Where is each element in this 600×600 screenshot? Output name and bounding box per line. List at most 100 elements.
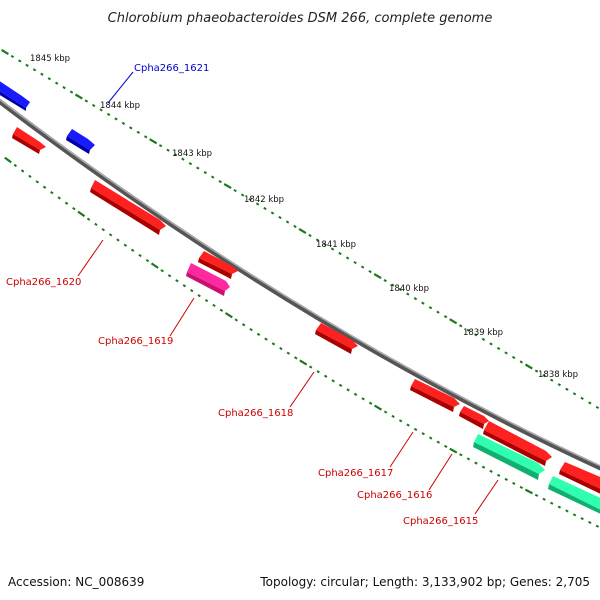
tick-mark — [130, 248, 135, 252]
tick-mark — [436, 440, 440, 444]
tick-mark — [298, 227, 307, 235]
gene-block-red-right-1[interactable] — [483, 421, 552, 466]
tick-mark — [595, 524, 600, 528]
tick-mark — [255, 202, 260, 206]
tick-mark — [175, 279, 179, 283]
gene-block-cpha266-1615-a[interactable] — [473, 434, 545, 480]
tick-mark — [20, 169, 25, 173]
gene-block-left-red[interactable] — [12, 127, 46, 154]
map-title: Chlorobium phaeobacteroides DSM 266, com… — [108, 11, 493, 26]
gene-block-forward-1[interactable] — [0, 78, 30, 111]
tick-mark — [459, 453, 463, 457]
tick-mark — [504, 477, 508, 481]
tick-mark — [212, 303, 216, 308]
gene-label-cpha266-1615[interactable]: Cpha266_1615 — [403, 516, 478, 527]
accession-text: Accession: NC_008639 — [8, 575, 144, 589]
gene-label-cpha266-1619[interactable]: Cpha266_1619 — [98, 336, 173, 347]
gene-block-red-upper-1619[interactable] — [198, 251, 238, 279]
tick-mark — [413, 427, 418, 431]
tick-mark — [28, 174, 32, 179]
tick-mark — [143, 135, 148, 139]
tick-mark — [373, 273, 382, 280]
tick-mark — [203, 171, 208, 175]
tick-mark — [197, 293, 201, 298]
tick-mark — [534, 493, 539, 497]
tick-mark — [263, 206, 267, 211]
tick-mark — [428, 436, 433, 440]
tick-mark — [299, 359, 308, 366]
kbp-label-1845: 1845 kbp — [30, 54, 70, 64]
gene-block-cpha266-1616[interactable] — [459, 406, 489, 429]
tick-mark — [406, 292, 410, 296]
tick-mark — [99, 108, 103, 112]
tick-mark — [406, 423, 410, 427]
tick-mark — [361, 397, 365, 401]
tick-mark — [91, 103, 96, 108]
tick-mark — [443, 315, 448, 319]
tick-mark — [421, 301, 425, 305]
tick-mark — [32, 68, 37, 72]
tick-mark — [524, 363, 533, 370]
gene-block-cpha266-1618[interactable] — [315, 323, 358, 354]
tick-mark — [308, 365, 313, 369]
tick-mark — [182, 284, 187, 288]
genome-summary-text: Topology: circular; Length: 3,133,902 bp… — [259, 575, 590, 589]
tick-mark — [136, 130, 141, 134]
tick-mark — [4, 156, 12, 164]
gene-block-red-right-2[interactable] — [559, 462, 600, 496]
gene-block-cpha266-1615-b[interactable] — [548, 476, 600, 516]
tick-mark — [160, 269, 164, 273]
tick-mark — [308, 233, 312, 238]
tick-mark — [293, 224, 297, 229]
tick-mark — [54, 81, 59, 85]
tick-mark — [449, 447, 458, 454]
tick-mark — [256, 332, 261, 336]
tick-mark — [466, 457, 471, 461]
tick-mark — [542, 497, 546, 501]
gene-label-cpha266-1616[interactable]: Cpha266_1616 — [357, 490, 432, 501]
tick-mark — [249, 327, 253, 332]
inner-tick-track — [4, 156, 600, 528]
gene-block-cpha266-1620[interactable] — [90, 180, 166, 235]
tick-mark — [421, 432, 425, 436]
tick-mark — [74, 93, 83, 100]
tick-mark — [444, 444, 448, 448]
tick-mark — [383, 279, 387, 283]
tick-mark — [323, 374, 328, 378]
gene-label-cpha266-1618[interactable]: Cpha266_1618 — [218, 408, 293, 419]
tick-mark — [436, 310, 440, 314]
tick-mark — [542, 374, 546, 378]
tick-mark — [338, 383, 343, 387]
gene-block-cpha266-1617[interactable] — [410, 379, 460, 412]
tick-mark — [224, 312, 233, 319]
gene-label-cpha266-1620[interactable]: Cpha266_1620 — [6, 277, 81, 288]
tick-mark — [248, 197, 252, 202]
tick-mark — [150, 262, 159, 269]
tick-mark — [524, 488, 534, 495]
tick-mark — [383, 410, 388, 414]
tick-mark — [270, 211, 275, 215]
tick-mark — [173, 153, 178, 157]
tick-mark — [241, 323, 246, 327]
tick-mark — [474, 461, 478, 465]
tick-mark — [286, 351, 291, 355]
tick-mark — [338, 251, 342, 256]
gene-label-cpha266-1621[interactable]: Cpha266_1621 — [134, 63, 209, 74]
tick-mark — [534, 369, 539, 373]
tick-mark — [145, 258, 150, 263]
gene-block-cpha266-1621[interactable] — [66, 129, 95, 154]
tick-mark — [77, 210, 86, 218]
tick-mark — [240, 193, 245, 197]
tick-mark — [511, 355, 516, 360]
kbp-label-1841: 1841 kbp — [316, 240, 356, 250]
gene-label-cpha266-1617[interactable]: Cpha266_1617 — [318, 468, 393, 479]
kbp-label-1844: 1844 kbp — [100, 101, 140, 111]
kbp-label-1843: 1843 kbp — [172, 149, 212, 159]
kbp-label-1840: 1840 kbp — [389, 284, 429, 294]
tick-mark — [181, 157, 185, 161]
kbp-label-1838: 1838 kbp — [538, 370, 578, 380]
gene-block-cpha266-1619[interactable] — [186, 263, 230, 296]
tick-mark — [196, 166, 200, 170]
tick-mark — [580, 396, 584, 400]
